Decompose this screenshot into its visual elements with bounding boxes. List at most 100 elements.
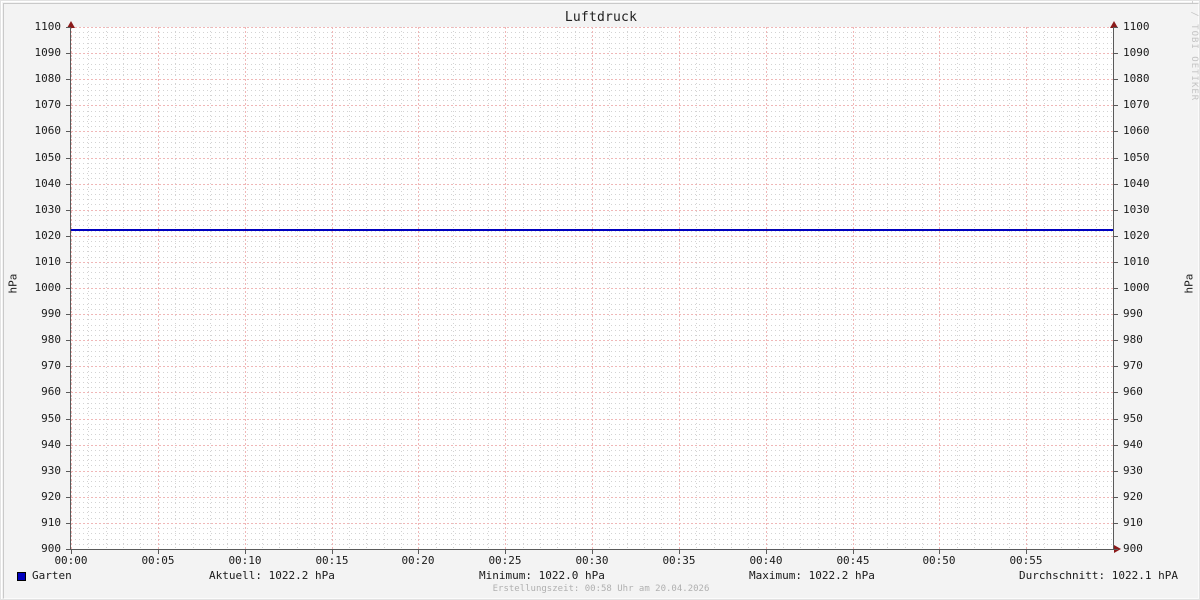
y-tick-label-right: 940 (1123, 438, 1143, 451)
x-tick (332, 549, 333, 554)
y-tick-label-left: 1020 (34, 229, 62, 242)
minor-gridline-v (279, 27, 280, 549)
minor-gridline-h (71, 471, 1113, 472)
major-gridline-v (592, 27, 593, 549)
minor-gridline-h (71, 215, 1113, 216)
x-tick (939, 549, 940, 554)
minor-gridline-v (245, 27, 246, 549)
minor-gridline-h (71, 251, 1113, 252)
minor-gridline-v (1061, 27, 1062, 549)
minor-gridline-h (71, 288, 1113, 289)
x-tick-label: 00:20 (401, 554, 435, 567)
minor-gridline-v (644, 27, 645, 549)
y-tick-left (66, 419, 71, 420)
major-gridline-h (71, 262, 1113, 263)
y-tick-left (66, 523, 71, 524)
minor-gridline-h (71, 492, 1113, 493)
minor-gridline-h (71, 126, 1113, 127)
minor-gridline-h (71, 163, 1113, 164)
y-axis-left-title: hPa (6, 273, 20, 294)
minor-gridline-h (71, 413, 1113, 414)
series-line-garten (71, 229, 1113, 231)
minor-gridline-v (939, 27, 940, 549)
minor-gridline-h (71, 372, 1113, 373)
minor-gridline-v (905, 27, 906, 549)
minor-gridline-h (71, 507, 1113, 508)
y-tick-left (66, 445, 71, 446)
y-tick-label-left: 980 (41, 333, 61, 346)
minor-gridline-h (71, 84, 1113, 85)
x-tick-label: 00:55 (1009, 554, 1043, 567)
minor-gridline-v (1096, 27, 1097, 549)
minor-gridline-v (957, 27, 958, 549)
minor-gridline-h (71, 131, 1113, 132)
stat-average: Durchschnitt: 1022.1 hPA (1019, 569, 1178, 582)
y-tick-left (66, 210, 71, 211)
major-gridline-h (71, 288, 1113, 289)
y-tick-label-left: 900 (41, 542, 61, 555)
y-tick-left (66, 105, 71, 106)
major-gridline-v (418, 27, 419, 549)
minor-gridline-h (71, 382, 1113, 383)
y-tick-label-left: 920 (41, 490, 61, 503)
minor-gridline-h (71, 278, 1113, 279)
y-tick-label-left: 1080 (34, 72, 62, 85)
minor-gridline-h (71, 100, 1113, 101)
y-tick-right (1113, 471, 1118, 472)
y-tick-label-left: 930 (41, 464, 61, 477)
y-tick-right (1113, 79, 1118, 80)
y-tick-left (66, 53, 71, 54)
minor-gridline-v (227, 27, 228, 549)
stat-current: Aktuell: 1022.2 hPa (209, 569, 335, 582)
y-tick-label-right: 1060 (1123, 124, 1150, 137)
minor-gridline-h (71, 387, 1113, 388)
minor-gridline-v (158, 27, 159, 549)
minor-gridline-h (71, 199, 1113, 200)
major-gridline-h (71, 314, 1113, 315)
minor-gridline-h (71, 189, 1113, 190)
major-gridline-h (71, 497, 1113, 498)
minor-gridline-h (71, 64, 1113, 65)
x-tick (592, 549, 593, 554)
y-tick-right (1113, 105, 1118, 106)
minor-gridline-h (71, 74, 1113, 75)
legend-color-swatch-garten (17, 572, 26, 581)
minor-gridline-h (71, 210, 1113, 211)
x-tick-label: 00:50 (922, 554, 956, 567)
y-tick-left (66, 392, 71, 393)
y-tick-right (1113, 340, 1118, 341)
minor-gridline-h (71, 533, 1113, 534)
major-gridline-h (71, 392, 1113, 393)
major-gridline-v (71, 27, 72, 549)
major-gridline-v (679, 27, 680, 549)
minor-gridline-h (71, 460, 1113, 461)
minor-gridline-v (453, 27, 454, 549)
minor-gridline-h (71, 69, 1113, 70)
major-gridline-h (71, 79, 1113, 80)
minor-gridline-h (71, 523, 1113, 524)
minor-gridline-h (71, 283, 1113, 284)
y-tick-right (1113, 445, 1118, 446)
y-tick-label-left: 1050 (34, 151, 62, 164)
y-tick-left (66, 288, 71, 289)
major-gridline-v (245, 27, 246, 549)
y-tick-label-right: 920 (1123, 490, 1143, 503)
minor-gridline-h (71, 257, 1113, 258)
minor-gridline-v (349, 27, 350, 549)
minor-gridline-v (523, 27, 524, 549)
minor-gridline-h (71, 528, 1113, 529)
y-tick-label-right: 1040 (1123, 177, 1150, 190)
minor-gridline-v (366, 27, 367, 549)
y-tick-right (1113, 53, 1118, 54)
minor-gridline-v (835, 27, 836, 549)
minor-gridline-h (71, 539, 1113, 540)
minor-gridline-h (71, 398, 1113, 399)
x-tick (853, 549, 854, 554)
minor-gridline-h (71, 58, 1113, 59)
y-tick-label-right: 980 (1123, 333, 1143, 346)
y-axis-right-arrow-icon (1110, 21, 1118, 28)
minor-gridline-h (71, 392, 1113, 393)
minor-gridline-h (71, 246, 1113, 247)
minor-gridline-v (401, 27, 402, 549)
y-axis-right-title: hPa (1182, 273, 1196, 294)
